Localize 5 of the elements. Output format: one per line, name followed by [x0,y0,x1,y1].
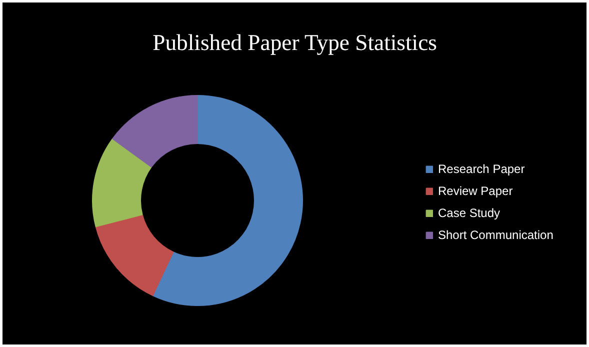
legend-label: Short Communication [438,228,554,242]
chart-title: Published Paper Type Statistics [152,30,437,55]
legend-label: Case Study [438,206,500,220]
legend-label: Review Paper [438,184,513,198]
legend-label: Research Paper [438,162,525,176]
